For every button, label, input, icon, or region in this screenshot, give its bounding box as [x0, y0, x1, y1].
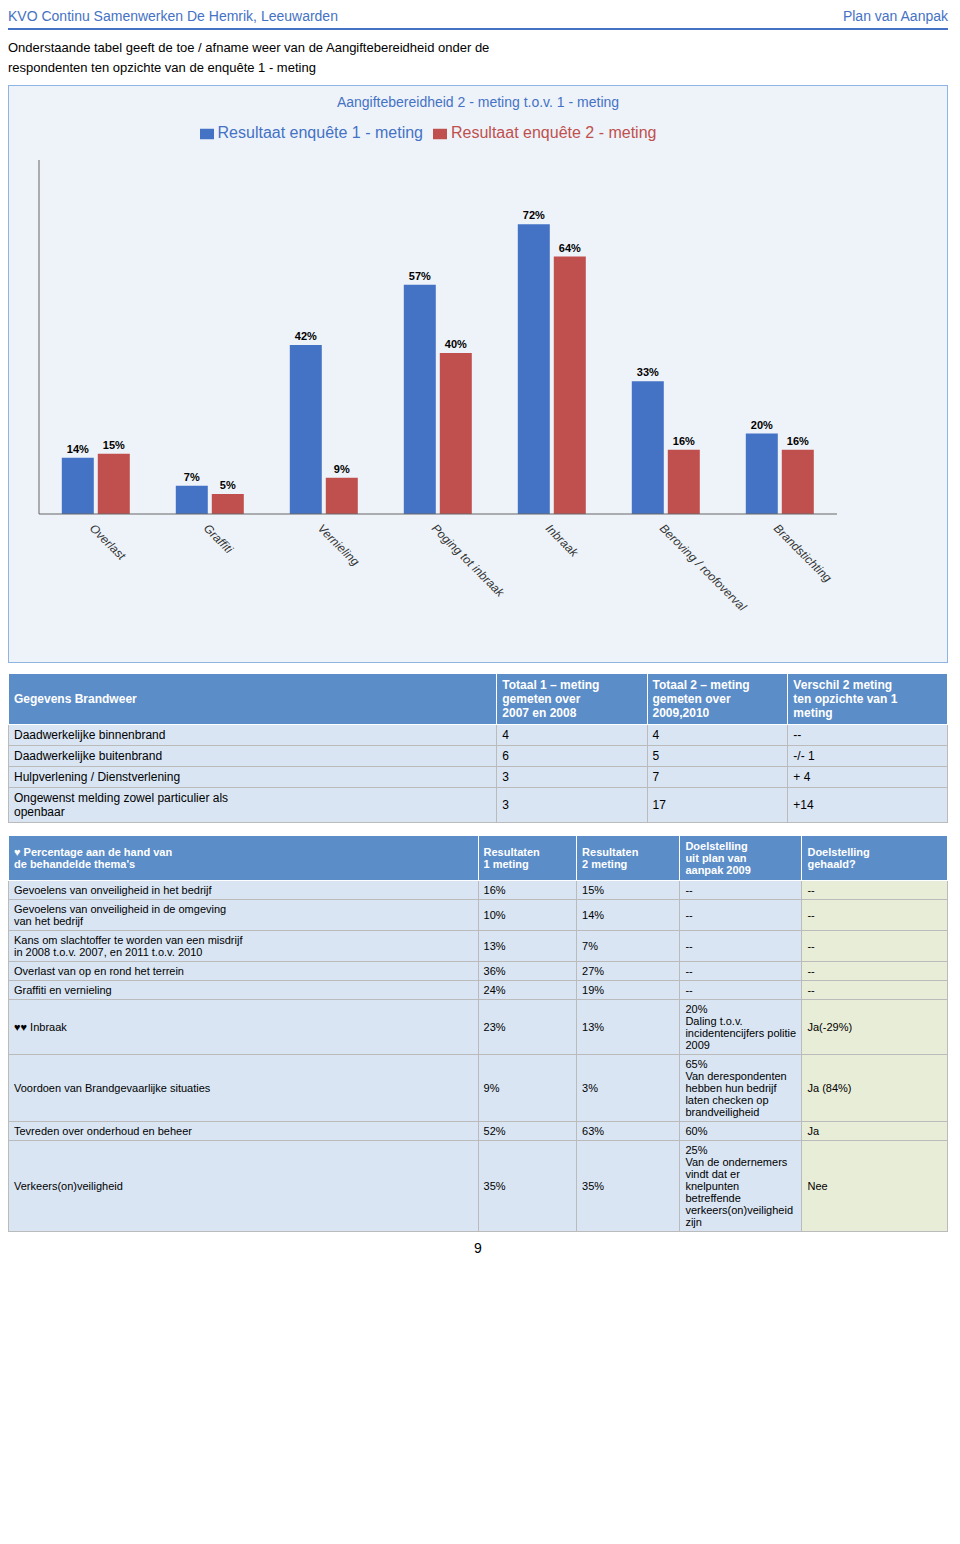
svg-text:33%: 33%	[637, 366, 659, 378]
html-text:Plan van Aanpak: Plan van Aanpak	[842, 8, 948, 24]
html-text:Overlast van op en rond het te: Overlast van op en rond het terrein	[14, 965, 184, 977]
html-text:4: 4	[652, 728, 660, 742]
html-text:Ongewenst melding zowel partic: Ongewenst melding zowel particulier als …	[14, 791, 229, 819]
svg-text:Beroving / roofoverval: Beroving / roofoverval	[657, 521, 750, 614]
html-text:36%: 36%	[483, 965, 506, 977]
html-text:Doelstelling uit plan van aanp: Doelstelling uit plan van aanpak 2009	[685, 840, 751, 876]
html-text:9%: 9%	[483, 1082, 500, 1094]
html-text:Doelstelling gehaald?: Doelstelling gehaald?	[807, 846, 870, 870]
html-text:Gevoelens van onveiligheid in: Gevoelens van onveiligheid in het bedrij…	[14, 884, 212, 896]
html-text:♥ Percentage aan de hand van d: ♥ Percentage aan de hand van de behandel…	[14, 846, 173, 870]
html-text:24%: 24%	[483, 984, 506, 996]
html-text:KVO Continu Samenwerken De Hem: KVO Continu Samenwerken De Hemrik, Leeuw…	[8, 8, 338, 24]
html-text:+14: +14	[793, 798, 814, 812]
svg-text:Inbraak: Inbraak	[543, 521, 582, 560]
html-text:13%: 13%	[483, 940, 506, 952]
html-text:13%: 13%	[582, 1021, 605, 1033]
html-text:20% Daling t.o.v. incidentenci: 20% Daling t.o.v. incidentencijfers poli…	[685, 1003, 797, 1051]
html-text:63%: 63%	[582, 1125, 605, 1137]
html-text:-/- 1: -/- 1	[793, 749, 815, 763]
html-text:Resultaten 2 meting: Resultaten 2 meting	[582, 846, 639, 870]
html-text:3%: 3%	[582, 1082, 598, 1094]
html-text:15%: 15%	[582, 884, 605, 896]
svg-text:Brandstichting: Brandstichting	[771, 521, 835, 585]
html-text:Ja: Ja	[807, 1125, 820, 1137]
html-text:19%: 19%	[582, 984, 605, 996]
svg-text:Poging tot inbraak: Poging tot inbraak	[429, 521, 508, 600]
svg-text:7%: 7%	[184, 471, 200, 483]
html-text:♥♥ Inbraak: ♥♥ Inbraak	[14, 1021, 67, 1033]
svg-text:72%: 72%	[523, 209, 545, 221]
html-text:Ja(-29%): Ja(-29%)	[807, 1021, 853, 1033]
html-text:Graffiti en vernieling: Graffiti en vernieling	[14, 984, 112, 996]
html-text:23%: 23%	[483, 1021, 506, 1033]
svg-text:Vernieling: Vernieling	[315, 521, 363, 569]
html-text:Gevoelens van onveiligheid in: Gevoelens van onveiligheid in de omgevin…	[14, 903, 227, 927]
svg-text:57%: 57%	[409, 270, 431, 282]
html-text:65% Van derespondenten hebben: 65% Van derespondenten hebben hun bedrij…	[685, 1058, 787, 1118]
html-text:35%: 35%	[483, 1180, 506, 1192]
html-text:3: 3	[502, 798, 509, 812]
html-text:4: 4	[502, 728, 509, 742]
html-text:27%: 27%	[582, 965, 605, 977]
svg-text:20%: 20%	[751, 419, 773, 431]
html-text:Totaal 2 – meting gemeten over: Totaal 2 – meting gemeten over 2009,2010	[652, 678, 750, 720]
html-text:Tevreden over onderhoud en beh: Tevreden over onderhoud en beheer	[14, 1125, 192, 1137]
html-text:Voordoen van Brandgevaarlijke: Voordoen van Brandgevaarlijke situaties	[14, 1082, 211, 1094]
svg-text:Overlast: Overlast	[87, 521, 129, 563]
html-text:Resultaat enquête 2 - meting: Resultaat enquête 2 - meting	[451, 124, 657, 141]
svg-text:64%: 64%	[559, 242, 581, 254]
svg-text:16%: 16%	[787, 435, 809, 447]
html-text:Resultaten 1 meting: Resultaten 1 meting	[483, 846, 540, 870]
html-text:7: 7	[652, 770, 660, 784]
html-text:Onderstaande tabel geeft de to: Onderstaande tabel geeft de toe / afname…	[8, 40, 490, 75]
html-text:Hulpverlening / Dienstverlenin: Hulpverlening / Dienstverlening	[14, 770, 181, 784]
html-text:16%: 16%	[483, 884, 506, 896]
html-text:14%: 14%	[582, 909, 605, 921]
svg-text:15%: 15%	[103, 439, 125, 451]
html-text:52%: 52%	[483, 1125, 506, 1137]
html-text:Gegevens Brandweer: Gegevens Brandweer	[14, 692, 137, 706]
html-text:Resultaat enquête 1 - meting: Resultaat enquête 1 - meting	[217, 124, 423, 141]
html-text:35%: 35%	[582, 1180, 605, 1192]
html-text:Daadwerkelijke buitenbrand: Daadwerkelijke buitenbrand	[14, 749, 163, 763]
html-text:Aangiftebereidheid 2 - meting: Aangiftebereidheid 2 - meting t.o.v. 1 -…	[336, 94, 620, 110]
html-text:Ja (84%): Ja (84%)	[807, 1082, 852, 1094]
svg-text:40%: 40%	[445, 338, 467, 350]
svg-text:16%: 16%	[673, 435, 695, 447]
html-text:9: 9	[474, 1240, 482, 1256]
html-text:+ 4: + 4	[793, 770, 811, 784]
svg-text:42%: 42%	[295, 330, 317, 342]
svg-text:9%: 9%	[334, 463, 350, 475]
svg-text:14%: 14%	[67, 443, 89, 455]
html-text:17: 17	[652, 798, 666, 812]
html-text:Daadwerkelijke binnenbrand: Daadwerkelijke binnenbrand	[14, 728, 166, 742]
svg-text:5%: 5%	[220, 479, 236, 491]
html-text:Verkeers(on)veiligheid: Verkeers(on)veiligheid	[14, 1180, 123, 1192]
html-text:25% Van de ondernemers vindt d: 25% Van de ondernemers vindt dat er knel…	[685, 1144, 793, 1228]
html-text:Verschil 2 meting ten opzichte: Verschil 2 meting ten opzichte van 1 met…	[793, 678, 898, 720]
svg-text:Graffiti: Graffiti	[201, 521, 236, 556]
html-text:6: 6	[502, 749, 509, 763]
html-text:3: 3	[502, 770, 509, 784]
html-text:10%: 10%	[483, 909, 506, 921]
html-text:Totaal 1 – meting gemeten over: Totaal 1 – meting gemeten over 2007 en 2…	[502, 678, 600, 720]
html-text:Nee: Nee	[807, 1180, 828, 1192]
html-text:60%: 60%	[685, 1125, 708, 1137]
html-text:7%: 7%	[582, 940, 598, 952]
html-text:5: 5	[652, 749, 660, 763]
html-text:Kans om slachtoffer te worden: Kans om slachtoffer te worden van een mi…	[14, 934, 243, 958]
